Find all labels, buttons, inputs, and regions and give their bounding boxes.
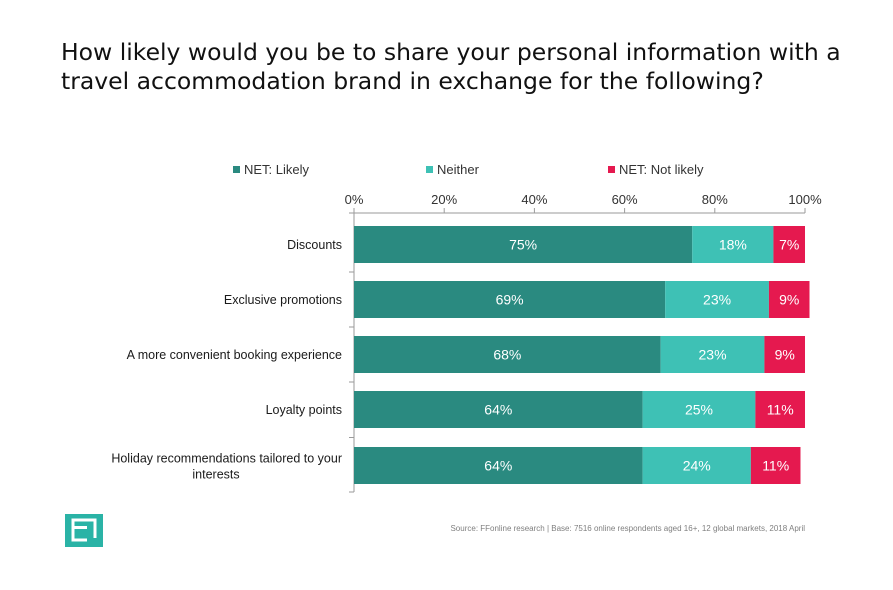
bar-segment	[755, 391, 805, 428]
data-label: 23%	[699, 347, 727, 363]
legend-item-net-likely: NET: Likely	[233, 162, 309, 177]
data-label: 9%	[775, 347, 795, 363]
legend-label-net-likely: NET: Likely	[244, 162, 310, 177]
bar-segment	[354, 281, 666, 318]
legend-item-net-not-likely: NET: Not likely	[608, 162, 704, 177]
data-label: 69%	[496, 292, 524, 308]
brand-logo-icon	[65, 514, 103, 547]
legend-swatch-neither	[426, 166, 433, 173]
x-tick-label: 100%	[788, 192, 822, 207]
category-label: Exclusive promotions	[224, 293, 342, 307]
bar-segment	[642, 391, 756, 428]
legend-label-neither: Neither	[437, 162, 479, 177]
bar-segment	[764, 336, 805, 373]
data-label: 75%	[509, 237, 537, 253]
category-label: Holiday recommendations tailored to your…	[111, 452, 342, 482]
data-label: 24%	[683, 458, 711, 474]
x-tick-label: 80%	[702, 192, 728, 207]
data-label: 11%	[767, 402, 794, 418]
x-tick-label: 60%	[612, 192, 638, 207]
data-label: 64%	[484, 458, 512, 474]
bar-segment	[768, 281, 810, 318]
x-tick-label: 0%	[345, 192, 364, 207]
chart-legend: NET: Likely Neither NET: Not likely	[0, 162, 893, 180]
data-label: 11%	[762, 458, 789, 474]
category-label: Loyalty points	[266, 403, 342, 417]
category-label: A more convenient booking experience	[127, 348, 342, 362]
legend-swatch-net-not-likely	[608, 166, 615, 173]
data-label: 7%	[779, 237, 799, 253]
bar-segment	[354, 226, 693, 263]
bar-segment	[642, 447, 751, 484]
legend-label-net-not-likely: NET: Not likely	[619, 162, 704, 177]
data-label: 64%	[484, 402, 512, 418]
category-label: Discounts	[287, 238, 342, 252]
x-tick-label: 40%	[521, 192, 547, 207]
bar-segment	[665, 281, 769, 318]
data-label: 18%	[719, 237, 747, 253]
data-label: 68%	[493, 347, 521, 363]
data-label: 23%	[703, 292, 731, 308]
bar-segment	[660, 336, 765, 373]
bar-segment	[354, 391, 643, 428]
legend-swatch-net-likely	[233, 166, 240, 173]
source-note: Source: FFonline research | Base: 7516 o…	[450, 524, 805, 533]
bar-segment	[354, 447, 643, 484]
x-tick-label: 20%	[431, 192, 457, 207]
legend-item-neither: Neither	[426, 162, 479, 177]
data-label: 9%	[779, 292, 799, 308]
bar-segment	[354, 336, 661, 373]
data-label: 25%	[685, 402, 713, 418]
bar-segment	[692, 226, 774, 263]
chart-title: How likely would you be to share your pe…	[61, 38, 841, 95]
bar-segment	[750, 447, 801, 484]
bar-segment	[773, 226, 805, 263]
